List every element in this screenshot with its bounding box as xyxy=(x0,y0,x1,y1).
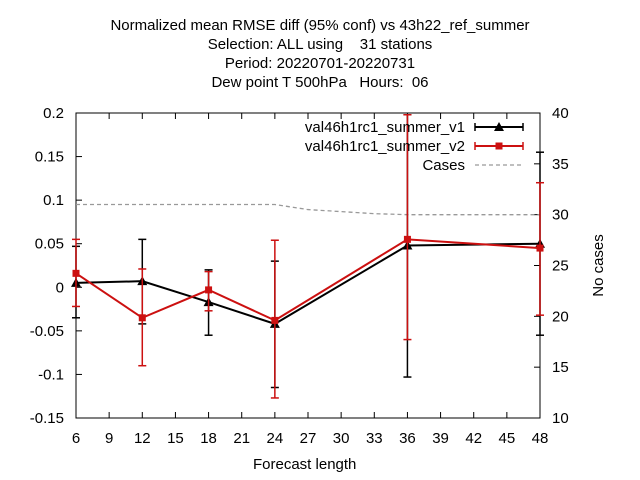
cases-line xyxy=(76,203,540,216)
data-point xyxy=(403,235,411,243)
x-tick-label: 9 xyxy=(105,430,113,447)
x-tick-label: 42 xyxy=(465,430,482,447)
series-line xyxy=(75,242,541,325)
title-line: Period: 20220701-20220731 xyxy=(224,55,416,72)
y-tick-label: 0.2 xyxy=(43,105,64,122)
x-tick-label: 6 xyxy=(72,430,80,447)
y-tick-label: 0 xyxy=(56,279,64,296)
y-tick-label: -0.1 xyxy=(38,366,64,383)
legend-label: val46h1rc1_summer_v2 xyxy=(305,138,465,155)
legend-label: Cases xyxy=(422,157,465,174)
x-tick-label: 15 xyxy=(167,430,184,447)
x-tick-label: 27 xyxy=(300,430,317,447)
y2-tick-label: 20 xyxy=(552,308,569,325)
data-point xyxy=(138,314,146,322)
y-tick-label: -0.05 xyxy=(30,323,64,340)
y2-axis-label: No cases xyxy=(590,234,607,297)
title-line: Normalized mean RMSE diff (95% conf) vs … xyxy=(110,17,530,34)
x-tick-label: 18 xyxy=(200,430,217,447)
plot-border xyxy=(75,112,541,419)
legend-label: val46h1rc1_summer_v1 xyxy=(305,119,465,136)
y2-tick-label: 15 xyxy=(552,359,569,376)
x-tick-label: 45 xyxy=(499,430,516,447)
y-tick-label: 0.15 xyxy=(35,149,64,166)
y-tick-label: 0.05 xyxy=(35,236,64,253)
x-tick-label: 21 xyxy=(233,430,250,447)
y-tick-label: 0.1 xyxy=(43,192,64,209)
data-point xyxy=(536,244,544,252)
x-axis-label: Forecast length xyxy=(253,456,357,473)
y-tick-label: -0.15 xyxy=(30,410,64,427)
legend-marker xyxy=(495,142,503,150)
x-tick-label: 33 xyxy=(366,430,383,447)
title-line: Selection: ALL using 31 stations xyxy=(207,36,433,53)
y2-tick-label: 35 xyxy=(552,156,569,173)
x-tick-label: 48 xyxy=(532,430,549,447)
legend-marker xyxy=(494,122,504,131)
y2-tick-label: 30 xyxy=(552,207,569,224)
y2-tick-label: 25 xyxy=(552,258,569,275)
title-line: Dew point T 500hPa Hours: 06 xyxy=(211,74,429,91)
data-point xyxy=(205,286,213,294)
x-tick-label: 39 xyxy=(432,430,449,447)
series-line xyxy=(75,238,541,322)
x-tick-label: 24 xyxy=(267,430,284,447)
data-point xyxy=(72,269,80,277)
y2-tick-label: 10 xyxy=(552,410,569,427)
x-tick-label: 36 xyxy=(399,430,416,447)
y2-tick-label: 40 xyxy=(552,105,569,122)
x-tick-label: 30 xyxy=(333,430,350,447)
x-tick-label: 12 xyxy=(134,430,151,447)
data-point xyxy=(271,316,279,324)
